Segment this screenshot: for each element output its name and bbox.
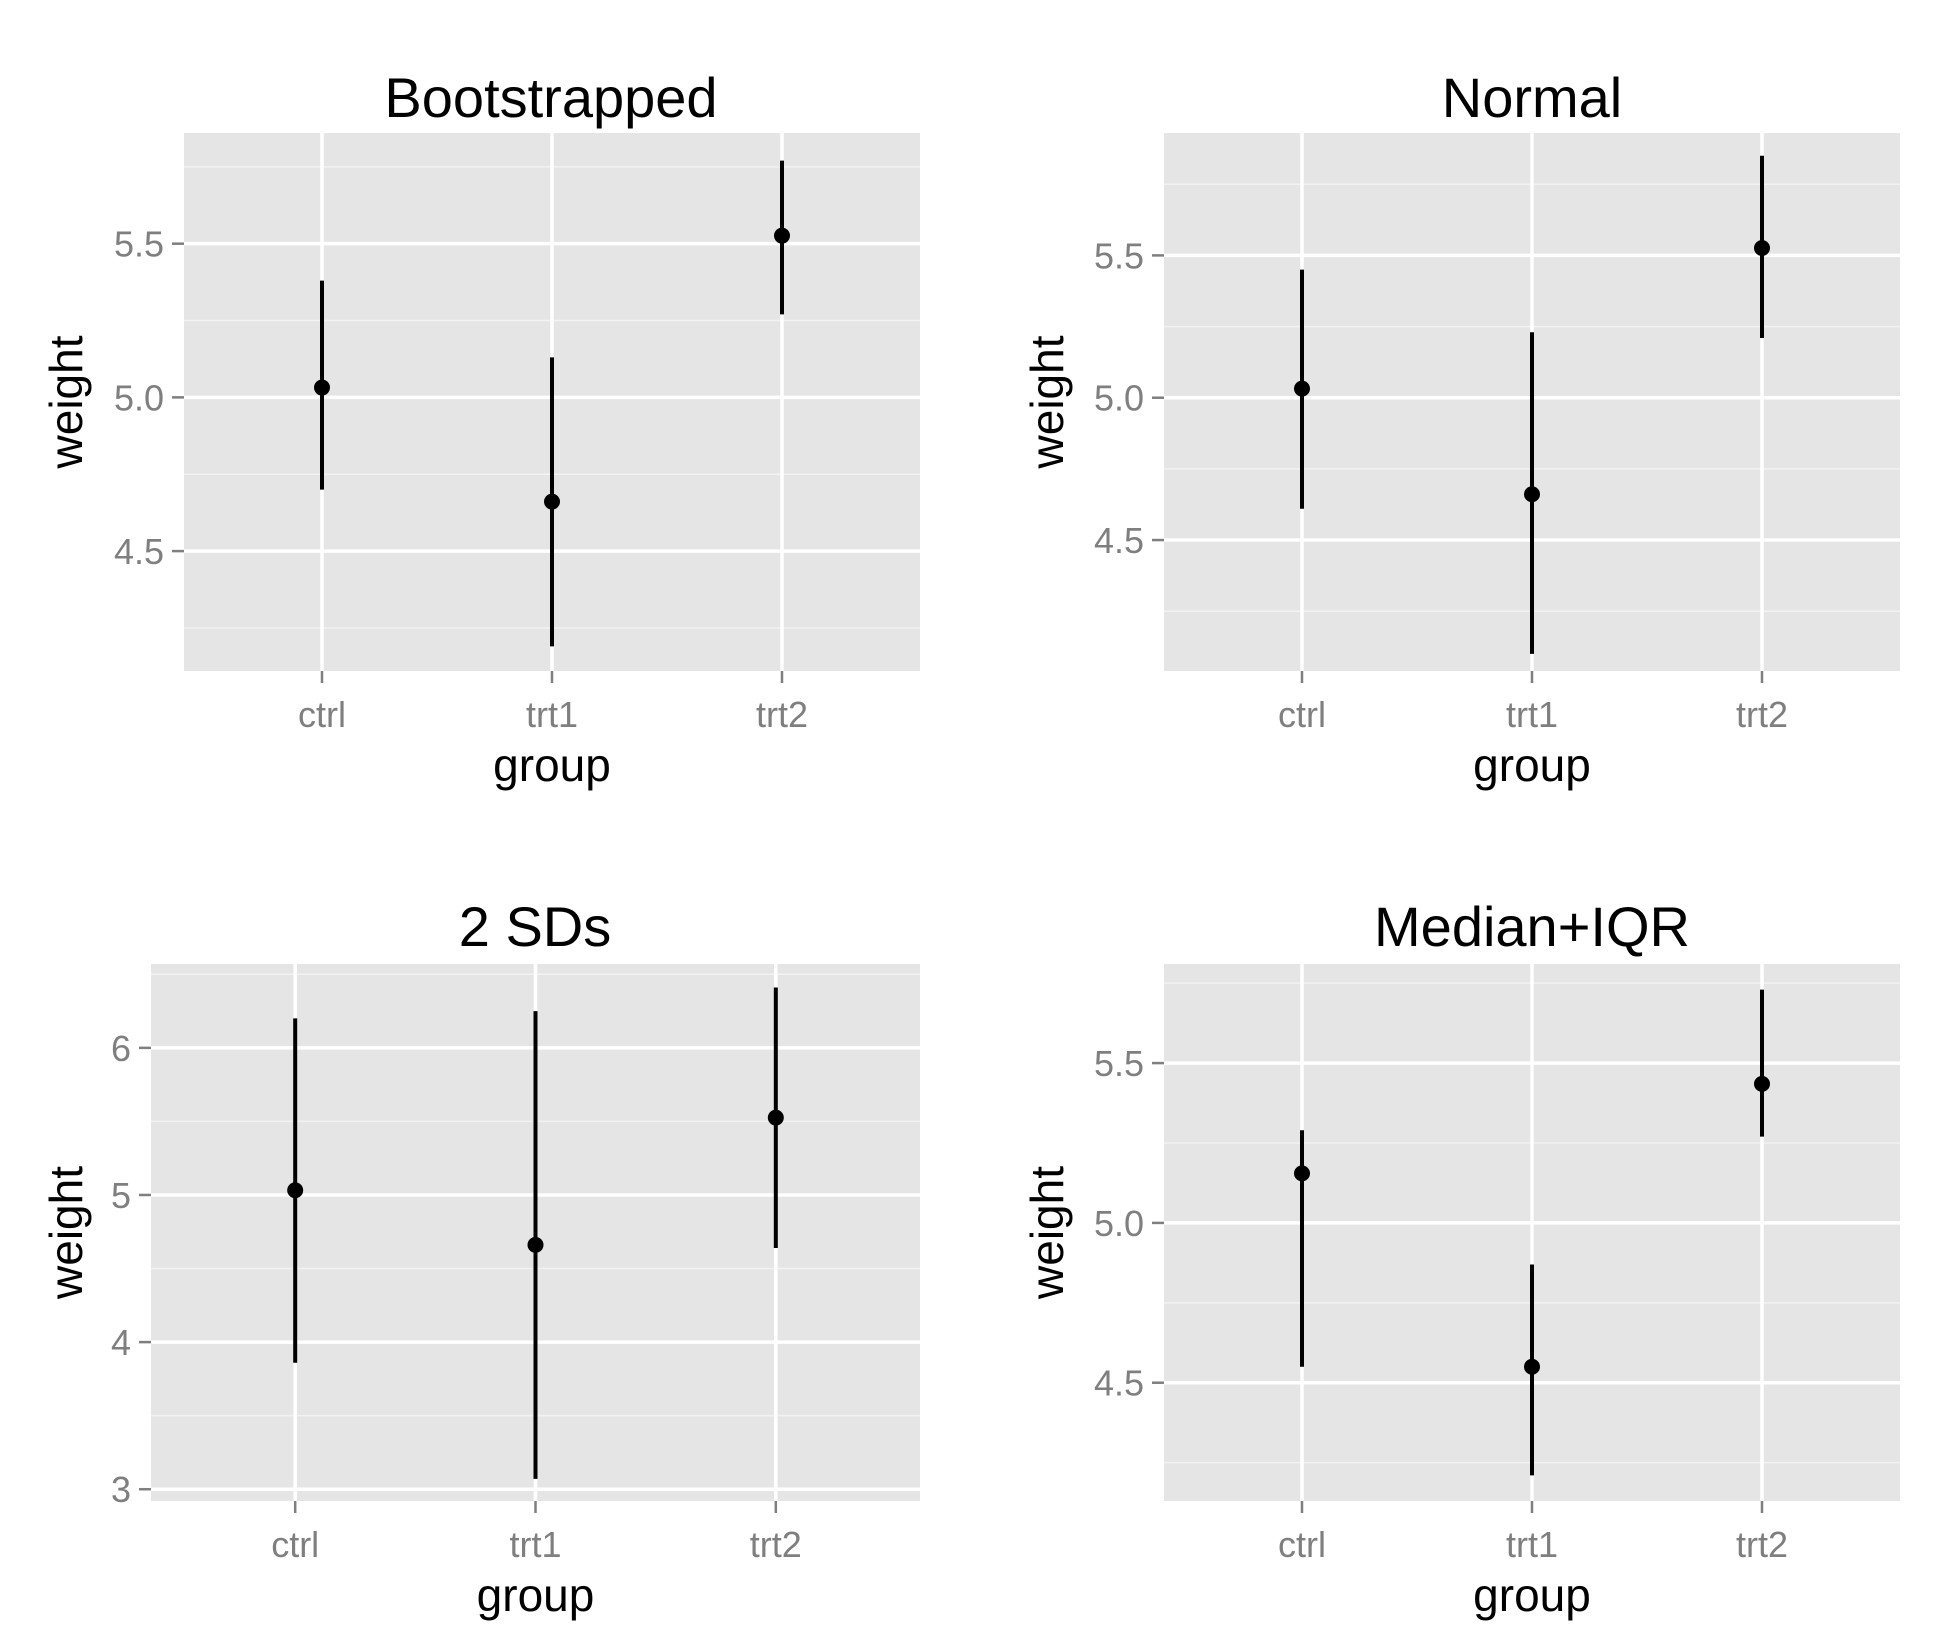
y-tick-label: 4 <box>111 1322 131 1363</box>
point-ranges <box>287 987 784 1479</box>
y-axis-ticks: 4.5 5.0 5.5 <box>1094 235 1164 561</box>
y-tick-label: 4.5 <box>1094 1363 1144 1404</box>
x-axis-ticks: ctrl trt1 trt2 <box>1278 1501 1788 1565</box>
x-axis-title: group <box>1473 739 1591 791</box>
x-tick-label: trt1 <box>526 694 578 735</box>
point-ranges <box>1294 989 1770 1476</box>
x-tick-label: ctrl <box>1278 694 1326 735</box>
point-trt1 <box>527 1236 544 1253</box>
x-axis-title: group <box>477 1569 595 1621</box>
x-tick-label: trt1 <box>1506 1524 1558 1565</box>
x-tick-label: trt2 <box>1736 694 1788 735</box>
point-ctrl <box>1294 1165 1310 1182</box>
panel-bootstrapped: 4.5 5.0 5.5 ctrl trt1 trt2 Bootstrapped grou… <box>40 66 920 791</box>
point-trt1 <box>1524 486 1540 503</box>
y-axis-ticks: 4.5 5.0 5.5 <box>114 224 184 572</box>
panel-title: Median+IQR <box>1374 895 1690 958</box>
point-ctrl <box>1294 380 1310 397</box>
y-tick-label: 5.5 <box>114 224 164 265</box>
panel-2-sds: 3 4 5 6 ctrl trt1 trt2 2 SDs group weight <box>40 895 920 1621</box>
y-axis-ticks: 4.5 5.0 5.5 <box>1094 1043 1164 1404</box>
y-tick-label: 5.0 <box>1094 378 1144 419</box>
x-tick-label: trt1 <box>509 1524 561 1565</box>
point-trt2 <box>1754 1075 1770 1092</box>
point-ranges <box>314 160 790 647</box>
y-axis-ticks: 3 4 5 6 <box>111 1028 151 1510</box>
point-trt2 <box>774 227 790 244</box>
x-tick-label: ctrl <box>1278 1524 1326 1565</box>
x-tick-label: trt2 <box>750 1524 802 1565</box>
y-tick-label: 5.0 <box>114 377 164 418</box>
y-tick-label: 5.5 <box>1094 1043 1144 1084</box>
panel-median-iqr: 4.55.05.5 ctrl trt1 trt2 Median+IQR group … <box>1021 895 1900 1621</box>
x-axis-ticks: ctrl trt1 trt2 <box>1278 671 1788 735</box>
y-axis-title: weight <box>1021 335 1073 469</box>
y-tick-label: 4.5 <box>114 531 164 572</box>
y-axis-title: weight <box>40 335 92 469</box>
x-axis-ticks: ctrl trt1 trt2 <box>298 671 808 735</box>
point-ctrl <box>287 1182 304 1199</box>
panel-title: 2 SDs <box>459 895 612 958</box>
panel-title: Normal <box>1442 66 1622 129</box>
panel-normal: 4.5 5.0 5.5 ctrl trt1 trt2 Normal group weig… <box>1021 66 1900 791</box>
y-tick-label: 3 <box>111 1469 131 1510</box>
panel-title: Bootstrapped <box>384 66 717 129</box>
point-ctrl <box>314 379 330 396</box>
y-tick-label: 5 <box>111 1175 131 1216</box>
point-trt2 <box>767 1109 784 1126</box>
x-tick-label: trt1 <box>1506 694 1558 735</box>
y-axis-title: weight <box>40 1166 92 1300</box>
x-tick-label: trt2 <box>756 694 808 735</box>
x-tick-label: ctrl <box>271 1524 319 1565</box>
y-tick-label: 5.5 <box>1094 235 1144 276</box>
y-tick-label: 4.5 <box>1094 520 1144 561</box>
y-axis-title: weight <box>1021 1166 1073 1300</box>
point-trt1 <box>544 493 560 510</box>
y-tick-label: 6 <box>111 1028 131 1069</box>
x-axis-ticks: ctrl trt1 trt2 <box>271 1501 802 1565</box>
x-tick-label: trt2 <box>1736 1524 1788 1565</box>
x-axis-title: group <box>1473 1569 1591 1621</box>
x-tick-label: ctrl <box>298 694 346 735</box>
point-trt1 <box>1524 1358 1540 1375</box>
x-axis-title: group <box>493 739 611 791</box>
point-trt2 <box>1754 240 1770 257</box>
point-ranges <box>1294 155 1770 654</box>
y-tick-label: 5.0 <box>1094 1203 1144 1244</box>
